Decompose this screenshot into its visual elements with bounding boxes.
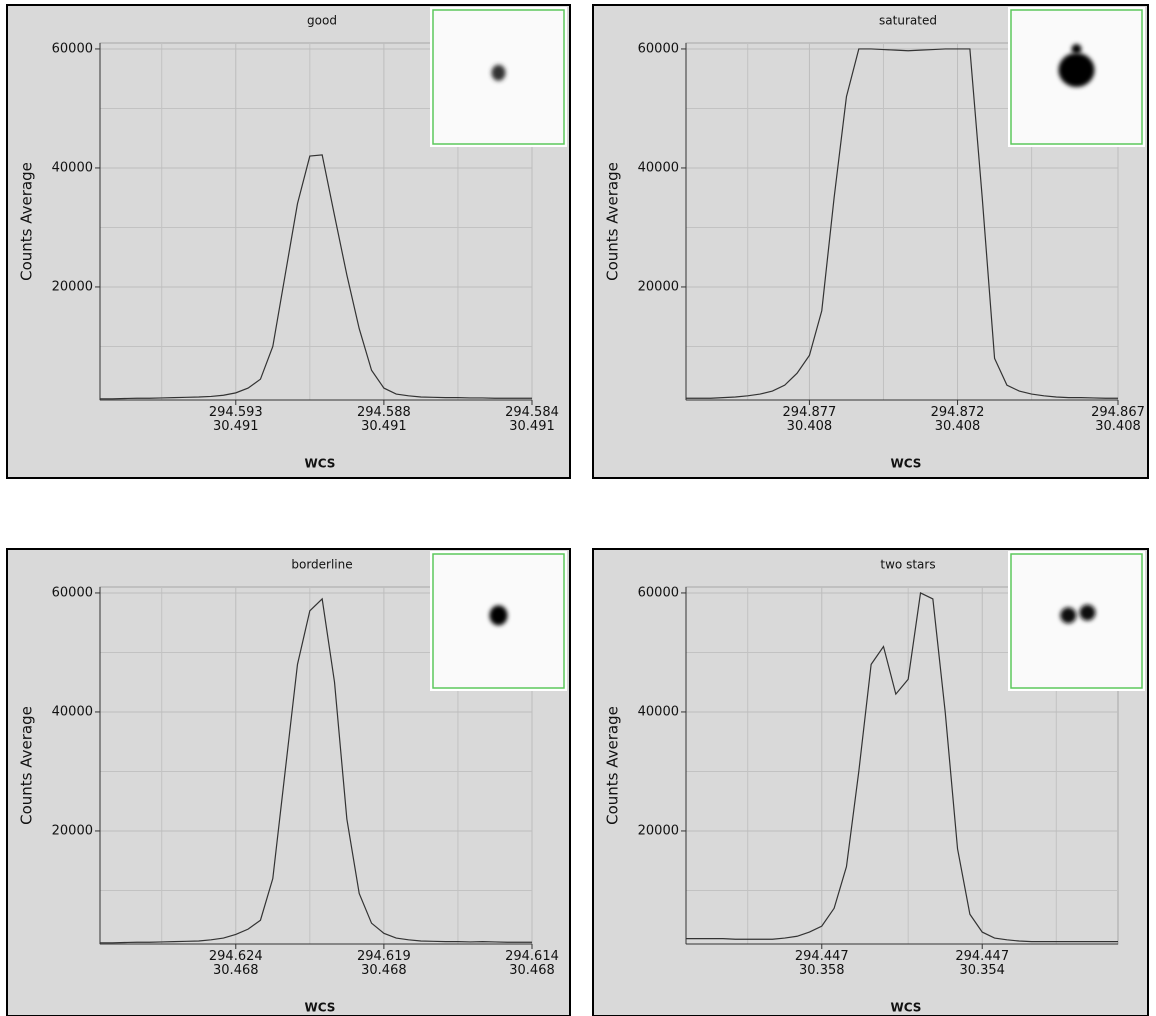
chart-panel: 20000 40000 60000 two stars Counts Average WC… [592, 548, 1149, 1016]
y-tick-label: 40000 [638, 160, 679, 175]
chart-title: good [307, 14, 337, 28]
x-tick-label: 294.872 30.408 [930, 405, 985, 434]
y-tick-label: 40000 [52, 704, 93, 719]
data-line [686, 48, 1118, 399]
x-axis-label: WCS [891, 1001, 922, 1015]
star-blob [1058, 53, 1095, 87]
y-tick-label: 60000 [638, 41, 679, 56]
y-tick-label: 20000 [52, 823, 93, 838]
y-tick-label: 20000 [638, 279, 679, 294]
star-blob [1079, 604, 1096, 621]
chart-panel: 20000 40000 60000 saturated Counts Average WC… [592, 4, 1149, 479]
chart-title: saturated [879, 14, 937, 28]
x-axis-label: WCS [891, 457, 922, 471]
y-tick-label: 60000 [638, 585, 679, 600]
y-tick-label: 20000 [638, 823, 679, 838]
data-line [686, 592, 1118, 943]
y-tick-label: 40000 [52, 160, 93, 175]
y-tick-label: 40000 [638, 704, 679, 719]
x-tick-label: 294.588 30.491 [356, 405, 411, 434]
y-axis-label: Counts Average [18, 706, 36, 825]
data-line [100, 154, 532, 400]
x-tick-label: 294.877 30.408 [782, 405, 837, 434]
x-tick-label: 294.447 30.358 [794, 949, 849, 978]
x-tick-label: 294.584 30.491 [505, 405, 559, 434]
x-tick-label: 294.619 30.468 [356, 949, 411, 978]
data-line [100, 597, 532, 944]
star-blob [489, 605, 508, 626]
thumbnail-border [1010, 553, 1143, 689]
y-tick-label: 60000 [52, 585, 93, 600]
chart-title: two stars [880, 558, 935, 572]
thumbnail-border [432, 9, 565, 145]
y-axis-label: Counts Average [604, 162, 622, 281]
y-tick-label: 60000 [52, 41, 93, 56]
y-axis-label: Counts Average [18, 162, 36, 281]
chart-panel: 20000 40000 60000 good Counts Average WCS [6, 4, 571, 479]
star-blob [1071, 44, 1082, 54]
y-axis-label: Counts Average [604, 706, 622, 825]
x-axis-label: WCS [305, 457, 336, 471]
star-blob [1060, 607, 1077, 624]
x-tick-label: 294.614 30.468 [505, 949, 559, 978]
chart-panel: 20000 40000 60000 borderline Counts Average W… [6, 548, 571, 1016]
x-tick-label: 294.447 30.354 [955, 949, 1010, 978]
x-tick-label: 294.867 30.408 [1091, 405, 1145, 434]
chart-title: borderline [291, 558, 352, 572]
x-axis-label: WCS [305, 1001, 336, 1015]
x-tick-label: 294.593 30.491 [208, 405, 263, 434]
star-blob [491, 64, 506, 81]
x-tick-label: 294.624 30.468 [208, 949, 263, 978]
y-tick-label: 20000 [52, 279, 93, 294]
